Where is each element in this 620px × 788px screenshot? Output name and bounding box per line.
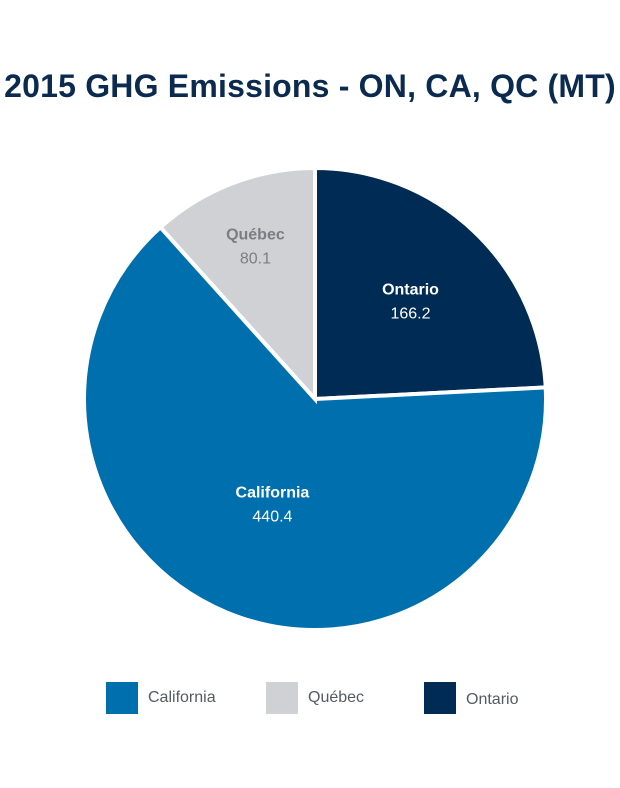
slice-label-quebec: Québec bbox=[226, 227, 285, 244]
chart-title: 2015 GHG Emissions - ON, CA, QC (MT) bbox=[4, 68, 616, 104]
slice-value-ontario: 166.2 bbox=[390, 306, 430, 323]
pie-slice-quebec bbox=[157, 165, 317, 405]
slice-label-ontario: Ontario bbox=[382, 282, 439, 299]
slice-label-california: California bbox=[236, 484, 310, 501]
slice-value-quebec: 80.1 bbox=[240, 251, 271, 268]
legend-swatch-ontario bbox=[424, 682, 456, 714]
legend-label-ontario: Ontario bbox=[466, 691, 519, 708]
legend-swatch-california bbox=[106, 682, 138, 714]
pie-slice-ontario bbox=[313, 165, 548, 402]
legend-swatch-quebec bbox=[266, 682, 298, 714]
legend-label-california: California bbox=[148, 689, 216, 706]
slice-value-california: 440.4 bbox=[252, 508, 292, 525]
legend-label-quebec: Québec bbox=[308, 689, 365, 706]
pie-slice-california bbox=[82, 224, 548, 632]
